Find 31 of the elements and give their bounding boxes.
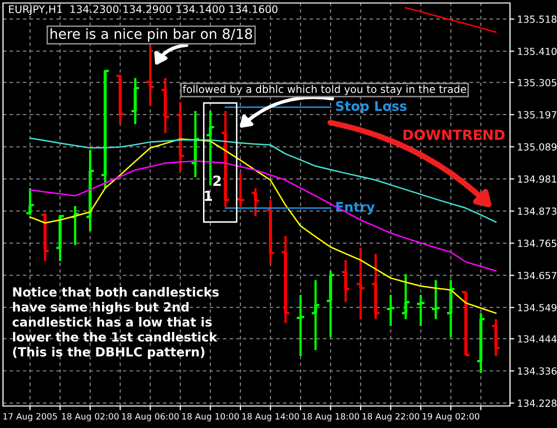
y-tick-label: 135.197 <box>518 111 556 118</box>
x-tick-label: 18 Aug 22:00 <box>362 413 420 422</box>
annotation: 2 <box>213 176 221 186</box>
x-tick-label: 18 Aug 14:00 <box>242 413 299 422</box>
annotation: followed by a dbhlc which told you to stay in the trade <box>182 84 466 96</box>
annotation: 1 <box>204 190 212 201</box>
y-tick-label: 134.336 <box>518 367 557 375</box>
y-tick-label: 135.305 <box>518 78 556 86</box>
y-tick-label: 134.228 <box>518 400 556 407</box>
x-tick-label: 18 Aug 06:00 <box>122 413 179 422</box>
series-label: Stop Loss <box>336 101 407 114</box>
y-tick-label: 134.981 <box>518 175 556 183</box>
x-tick-label: 18 Aug 10:00 <box>182 413 239 422</box>
y-tick-label: 134.873 <box>518 208 556 215</box>
x-tick-label: 18 Aug 02:00 <box>62 413 119 422</box>
y-tick-label: 134.549 <box>518 304 556 312</box>
y-tick-label: 134.657 <box>518 272 556 280</box>
y-tick-label: 134.765 <box>518 240 556 248</box>
annotation: here is a nice pin bar on 8/18 <box>50 28 252 42</box>
chart-title: EURJPY,H1 134.2300 134.2900 134.1400 134.1600 <box>9 5 278 16</box>
annotation: Notice that both candlesticks have same highs but 2nd candlestick has a low that is lower the the 1st candlestick (This is the DBHLC pattern) <box>12 287 219 359</box>
y-tick-label: 135.410 <box>518 48 557 56</box>
annotation: DOWNTREND <box>404 130 505 140</box>
y-tick-label: 135.518 <box>518 16 556 23</box>
x-tick-label: 18 Aug 18:00 <box>302 413 360 422</box>
x-tick-label: 19 Aug 02:00 <box>422 413 480 422</box>
x-tick-label: 17 Aug 2005 <box>3 413 57 422</box>
line-series <box>29 160 497 272</box>
line-series <box>405 7 497 33</box>
y-tick-label: 135.089 <box>518 143 556 151</box>
y-tick-label: 134.444 <box>518 335 557 343</box>
